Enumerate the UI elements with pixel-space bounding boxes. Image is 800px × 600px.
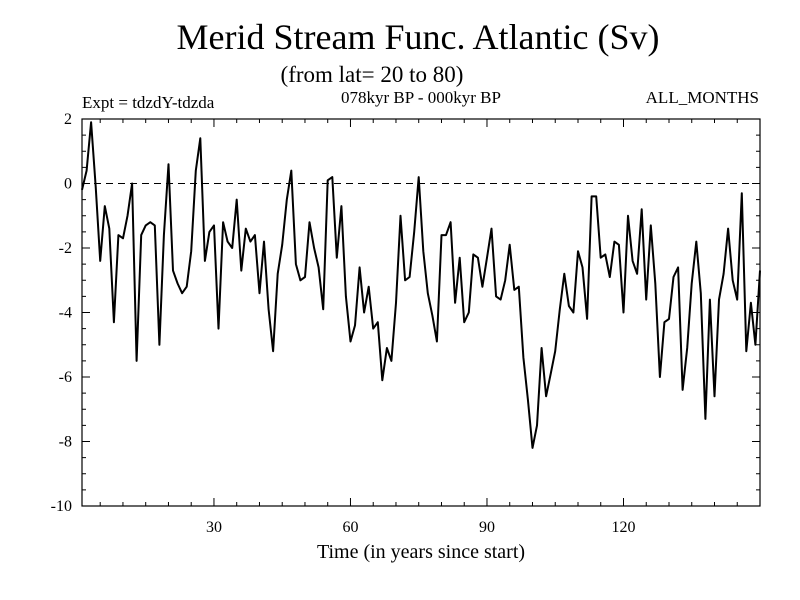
chart-subtitle: (from lat= 20 to 80)	[281, 62, 464, 87]
experiment-label: Expt = tdzdY-tdzda	[82, 93, 215, 112]
x-tick-label: 90	[479, 519, 495, 536]
series-line	[81, 121, 761, 449]
y-tick-label: -6	[59, 369, 72, 386]
x-tick-label: 60	[342, 519, 358, 536]
y-tick-label: -2	[59, 240, 72, 257]
y-tick-label: 2	[64, 111, 72, 128]
y-tick-label: -4	[59, 305, 72, 322]
plot-frame	[81, 118, 761, 507]
y-tick-label: -8	[59, 434, 72, 451]
x-axis-label: Time (in years since start)	[317, 541, 525, 563]
season-label: ALL_MONTHS	[646, 88, 759, 107]
x-tick-label: 120	[611, 519, 635, 536]
y-tick-label: 0	[64, 176, 72, 193]
period-label: 078kyr BP - 000kyr BP	[341, 88, 501, 107]
x-tick-label: 30	[206, 519, 222, 536]
chart-title: Merid Stream Func. Atlantic (Sv)	[177, 17, 660, 57]
ticks-group	[82, 118, 761, 507]
y-tick-label: -10	[51, 498, 72, 515]
tick-labels-group: 2 0 -2 -4 -6 -8 -10 30 60 90 120	[51, 111, 636, 536]
